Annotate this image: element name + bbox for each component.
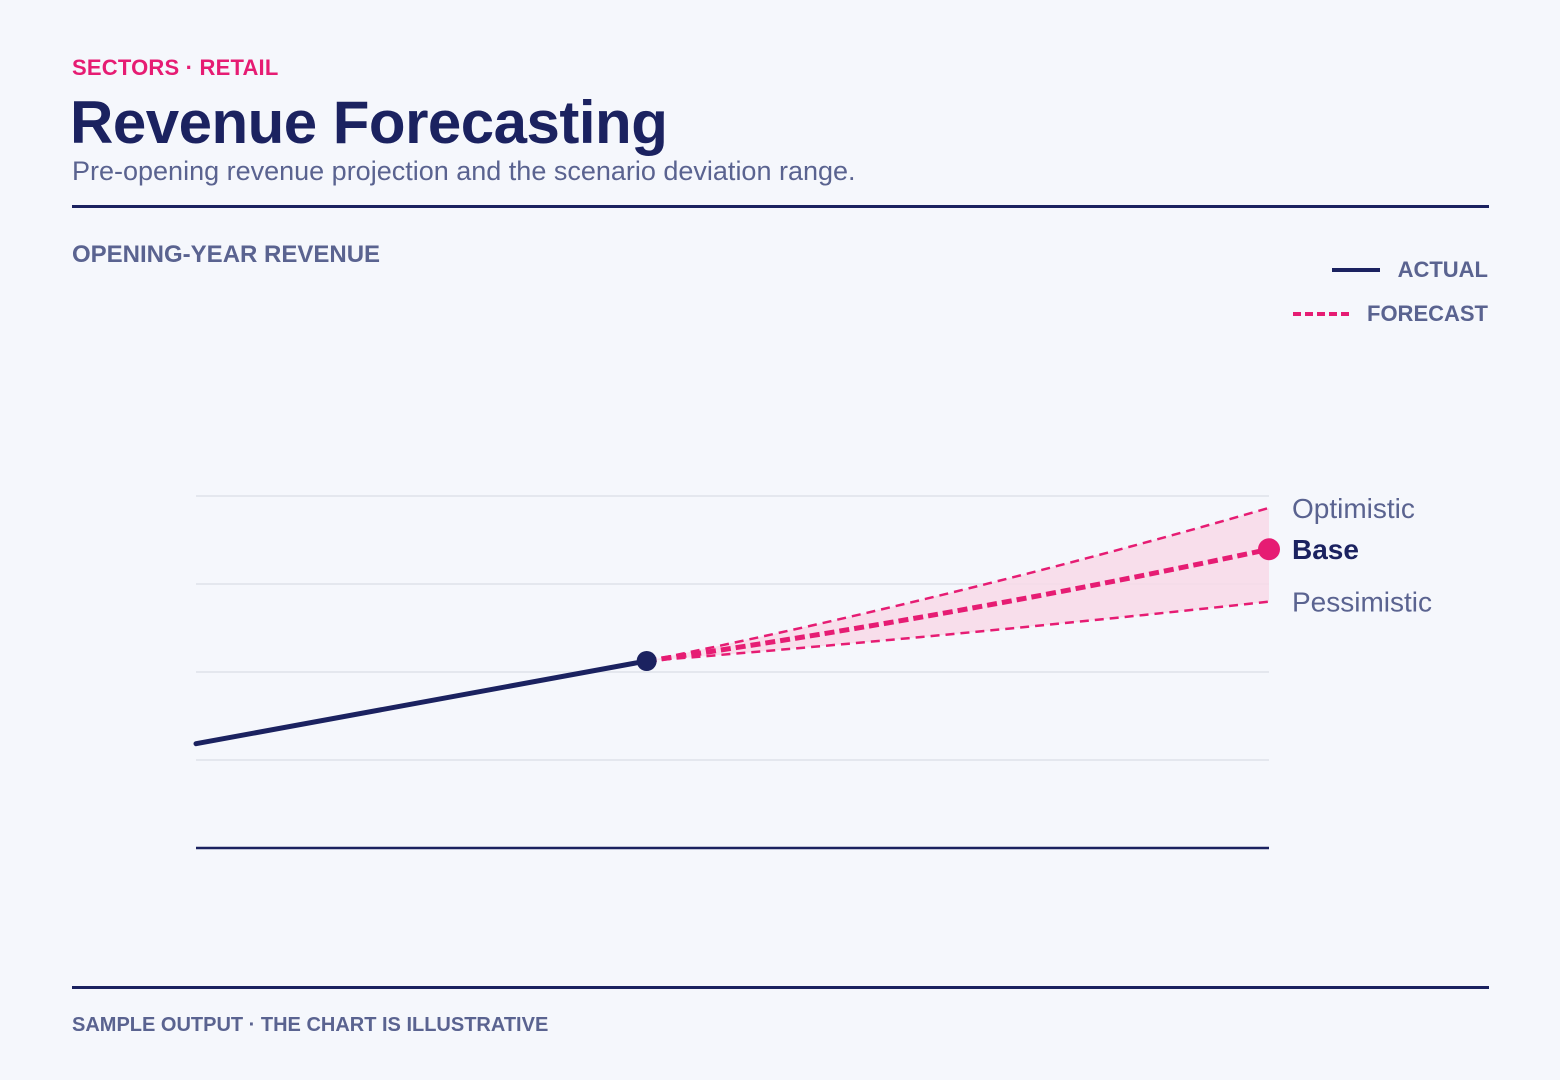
page-title: Revenue Forecasting bbox=[70, 89, 668, 156]
forecast-line-optimistic bbox=[646, 506, 1270, 663]
legend-item-actual: ACTUAL bbox=[1293, 256, 1488, 284]
section-eyebrow: SECTORS · RETAIL bbox=[72, 55, 279, 80]
actual-line bbox=[193, 658, 650, 747]
header-divider bbox=[72, 205, 1489, 208]
base-end-point bbox=[1258, 538, 1280, 561]
scenario-label-pessimistic: Pessimistic bbox=[1292, 587, 1432, 618]
footer-divider bbox=[72, 986, 1489, 989]
scenario-label-base: Base bbox=[1292, 534, 1359, 565]
forecast-line-base bbox=[646, 546, 1270, 664]
legend-item-forecast: FORECAST bbox=[1293, 300, 1488, 328]
chart-label: OPENING-YEAR REVENUE bbox=[72, 241, 381, 268]
legend-label-forecast: FORECAST bbox=[1367, 301, 1488, 326]
page-subtitle: Pre-opening revenue projection and the s… bbox=[72, 156, 856, 186]
forecast-range-band bbox=[646, 507, 1269, 661]
chart-legend: ACTUAL FORECAST bbox=[1293, 256, 1488, 344]
legend-swatch-forecast bbox=[1293, 312, 1349, 316]
scenario-label-optimistic: Optimistic bbox=[1292, 493, 1415, 524]
legend-label-actual: ACTUAL bbox=[1397, 257, 1488, 282]
footer-note: SAMPLE OUTPUT · THE CHART IS ILLUSTRATIV… bbox=[72, 1014, 549, 1036]
legend-swatch-actual bbox=[1331, 268, 1380, 272]
actual-end-point bbox=[636, 651, 657, 671]
